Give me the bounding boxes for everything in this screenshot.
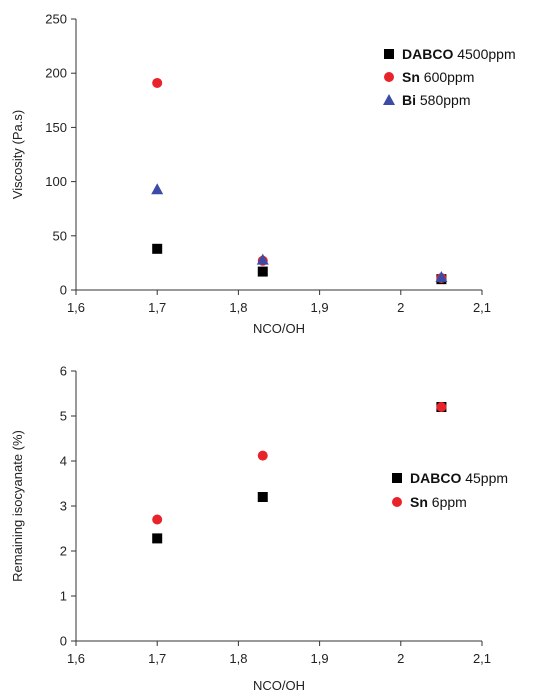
x-tick-label: 2 — [397, 300, 404, 315]
legend-entry: Sn 6ppm — [410, 494, 467, 510]
y-tick-label: 0 — [60, 283, 67, 298]
data-point-dabco — [152, 243, 163, 254]
y-axis-label: Viscosity (Pa.s) — [10, 110, 25, 199]
data-point-sn — [436, 402, 447, 412]
legend-marker-dabco — [392, 473, 402, 483]
x-tick-label: 2 — [397, 651, 404, 666]
data-point-sn — [152, 77, 163, 88]
data-point-bi — [435, 270, 448, 282]
data-point-dabco — [152, 533, 163, 544]
legend-entry-detail: 580ppm — [416, 92, 470, 108]
y-tick-label: 0 — [60, 634, 67, 649]
legend-entry: Bi 580ppm — [402, 92, 470, 108]
x-tick-label: 1,7 — [148, 651, 166, 666]
x-tick-label: 2,1 — [473, 300, 491, 315]
legend-entry-bold: DABCO — [410, 470, 461, 486]
legend-entry: DABCO 4500ppm — [402, 46, 516, 62]
legend-entry-bold: Bi — [402, 92, 416, 108]
y-tick-label: 50 — [53, 228, 67, 243]
y-tick-label: 1 — [60, 589, 67, 604]
legend-entry-bold: Sn — [402, 69, 420, 85]
chart-2: 0 1 2 3 4 5 6 1,6 1,7 1,8 1,9 2 2,1 NCO/OH Remaining i… — [10, 364, 508, 694]
x-tick-label: 1,6 — [67, 300, 85, 315]
y-tick-label: 6 — [60, 364, 67, 379]
x-tick-label: 1,8 — [229, 651, 247, 666]
legend-entry-bold: Sn — [410, 494, 428, 510]
legend-marker-dabco — [384, 49, 394, 59]
x-tick-label: 1,8 — [229, 300, 247, 315]
y-tick-label: 100 — [45, 174, 67, 189]
legend-entry-detail: 600ppm — [420, 69, 474, 85]
legend-marker-sn — [384, 72, 394, 82]
y-tick-label: 2 — [60, 544, 67, 559]
y-tick-label: 3 — [60, 499, 67, 514]
legend-entry: Sn 600ppm — [402, 69, 474, 85]
y-tick-label: 150 — [45, 120, 67, 135]
legend-entry-detail: 6ppm — [428, 494, 467, 510]
data-point-sn — [257, 450, 268, 461]
data-point-bi — [151, 183, 164, 195]
chart-1: 0 50 100 150 200 250 1,6 1,7 1,8 1,9 2 2,1 NCO/OH Vis… — [10, 12, 516, 337]
data-point-dabco — [257, 266, 268, 277]
legend-marker-sn — [392, 497, 402, 507]
y-tick-label: 5 — [60, 409, 67, 424]
y-axis-label: Remaining isocyanate (%) — [10, 430, 25, 582]
x-tick-label: 1,9 — [311, 300, 329, 315]
x-tick-label: 2,1 — [473, 651, 491, 666]
y-tick-label: 4 — [60, 454, 67, 469]
x-axis-label: NCO/OH — [253, 321, 305, 336]
legend-entry-detail: 45ppm — [461, 470, 508, 486]
y-tick-label: 200 — [45, 66, 67, 81]
x-tick-label: 1,9 — [311, 651, 329, 666]
data-point-dabco — [257, 492, 268, 502]
legend-entry-detail: 4500ppm — [453, 46, 515, 62]
x-tick-label: 1,6 — [67, 651, 85, 666]
x-axis-label: NCO/OH — [253, 678, 305, 693]
legend-marker-bi — [383, 94, 395, 105]
data-point-sn — [152, 514, 163, 525]
x-tick-label: 1,7 — [148, 300, 166, 315]
legend-entry-bold: DABCO — [402, 46, 453, 62]
data-point-bi — [256, 253, 269, 265]
y-tick-label: 250 — [45, 12, 67, 27]
legend-entry: DABCO 45ppm — [410, 470, 508, 486]
